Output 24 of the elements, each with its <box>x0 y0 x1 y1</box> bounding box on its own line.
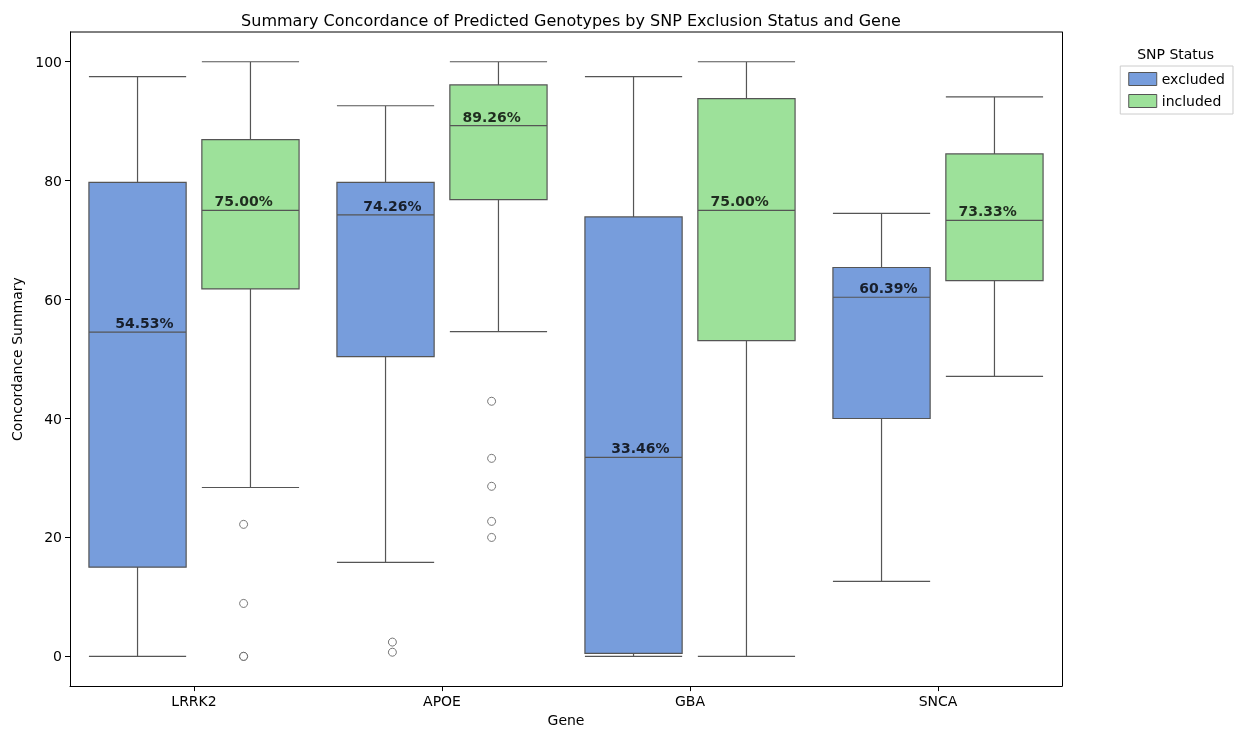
y-tick-label: 20 <box>44 529 62 546</box>
y-tick-label: 80 <box>44 172 62 189</box>
legend-title: SNP Status <box>1137 46 1215 62</box>
y-tick-label: 0 <box>53 648 62 665</box>
y-tick-label: 40 <box>44 410 62 427</box>
x-axis-title: Gene <box>547 712 585 728</box>
x-tick-label: LRRK2 <box>171 693 217 710</box>
legend-label: included <box>1161 93 1222 109</box>
text: 54.53% <box>115 315 174 332</box>
text: 75.00% <box>214 193 273 210</box>
y-axis-title: Concordance Summary <box>9 277 26 441</box>
text: 60.39% <box>859 280 918 297</box>
y-tick-label: 60 <box>44 291 62 308</box>
x-tick-label: SNCA <box>918 693 958 710</box>
text: 74.26% <box>363 197 422 214</box>
text: 33.46% <box>611 440 670 457</box>
x-tick-label: APOE <box>423 693 461 710</box>
y-tick-label: 100 <box>35 53 62 70</box>
legend-label: excluded <box>1161 71 1226 87</box>
chart-title: Summary Concordance of Predicted Genotypes by SNP Exclusion Status and Gene <box>241 10 901 30</box>
text: 75.00% <box>710 193 769 210</box>
x-tick-label: GBA <box>674 693 706 710</box>
text: 73.33% <box>958 203 1017 220</box>
text: 89.26% <box>462 108 521 125</box>
